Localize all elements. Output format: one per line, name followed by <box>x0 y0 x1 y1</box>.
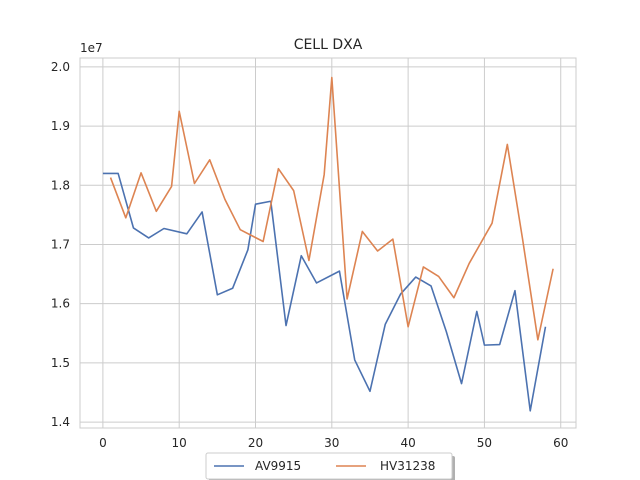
y-tick-label: 1.7 <box>51 237 70 251</box>
chart-title: CELL DXA <box>294 37 363 53</box>
y-tick-label: 2.0 <box>51 60 70 74</box>
x-tick-label: 30 <box>324 436 339 450</box>
series-line-av9915 <box>102 172 547 412</box>
y-axis-ticks: 1.4 1.5 1.6 1.7 1.8 1.9 2.0 <box>51 60 70 429</box>
y-tick-label: 1.9 <box>51 119 70 133</box>
series-line-hv31238 <box>109 76 554 341</box>
x-tick-label: 40 <box>400 436 415 450</box>
y-offset-label: 1e7 <box>80 41 103 55</box>
x-tick-label: 20 <box>248 436 263 450</box>
y-tick-label: 1.8 <box>51 178 70 192</box>
x-tick-label: 0 <box>99 436 107 450</box>
legend-label-hv31238: HV31238 <box>380 459 435 473</box>
y-tick-label: 1.4 <box>51 415 70 429</box>
y-tick-label: 1.5 <box>51 356 70 370</box>
x-tick-label: 50 <box>477 436 492 450</box>
x-tick-label: 60 <box>553 436 568 450</box>
legend-label-av9915: AV9915 <box>255 459 301 473</box>
x-tick-label: 10 <box>172 436 187 450</box>
legend: AV9915 HV31238 <box>205 452 455 480</box>
y-tick-label: 1.6 <box>51 297 70 311</box>
series-group <box>102 76 554 412</box>
legend-box <box>205 452 453 480</box>
plot-area <box>79 57 577 429</box>
x-axis-ticks: 0 10 20 30 40 50 60 <box>99 436 568 450</box>
